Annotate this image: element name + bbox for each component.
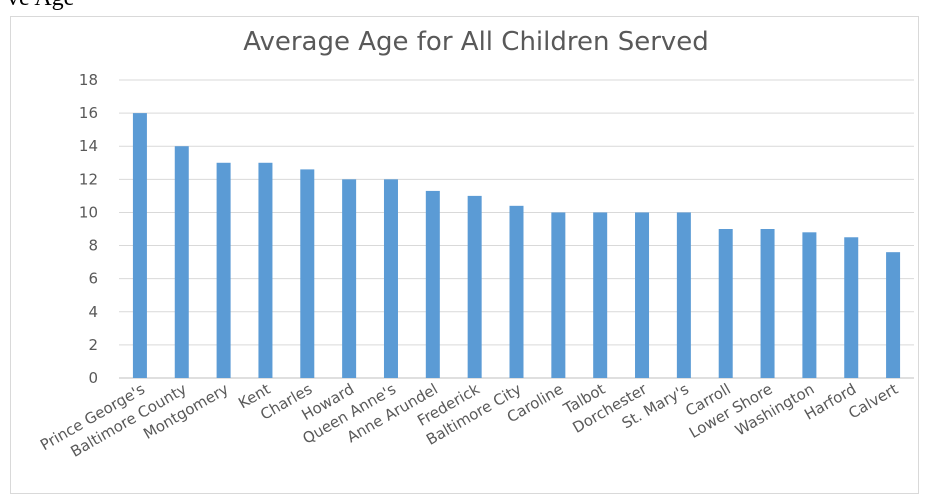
bar xyxy=(425,190,440,378)
clipped-heading-fragment: ve Age xyxy=(0,0,928,16)
bar xyxy=(760,229,775,378)
bar xyxy=(676,212,691,378)
y-tick-label: 8 xyxy=(88,237,98,255)
y-tick-label: 0 xyxy=(88,369,98,387)
y-tick-label: 18 xyxy=(79,71,98,89)
bar xyxy=(635,212,650,378)
bar xyxy=(844,237,859,378)
y-tick-label: 10 xyxy=(79,203,98,221)
bar xyxy=(174,146,189,378)
bar xyxy=(509,205,524,378)
bars xyxy=(132,113,901,378)
y-tick-label: 12 xyxy=(79,170,98,188)
bar-chart: Average Age for All Children Served 0 2 4 6… xyxy=(37,27,914,461)
y-tick-label: 6 xyxy=(88,270,98,288)
y-tick-label: 14 xyxy=(79,137,98,155)
y-axis-ticks: 0 2 4 6 8 10 12 14 16 18 xyxy=(79,71,98,387)
y-tick-label: 16 xyxy=(79,104,98,122)
bar xyxy=(467,195,482,378)
bar xyxy=(300,169,315,378)
y-tick-label: 4 xyxy=(88,303,98,321)
clipped-heading-text: ve Age xyxy=(7,0,74,12)
bar xyxy=(132,113,147,378)
bar xyxy=(802,232,817,378)
bar xyxy=(342,179,357,378)
bar xyxy=(718,229,733,378)
chart-frame: Average Age for All Children Served 0 2 4 6… xyxy=(10,16,919,494)
bar xyxy=(886,252,901,378)
bar xyxy=(383,179,398,378)
bar xyxy=(216,162,231,378)
chart-title: Average Age for All Children Served xyxy=(243,27,709,57)
bar xyxy=(593,212,608,378)
bar xyxy=(551,212,566,378)
bar xyxy=(258,162,273,378)
y-tick-label: 2 xyxy=(88,336,98,354)
